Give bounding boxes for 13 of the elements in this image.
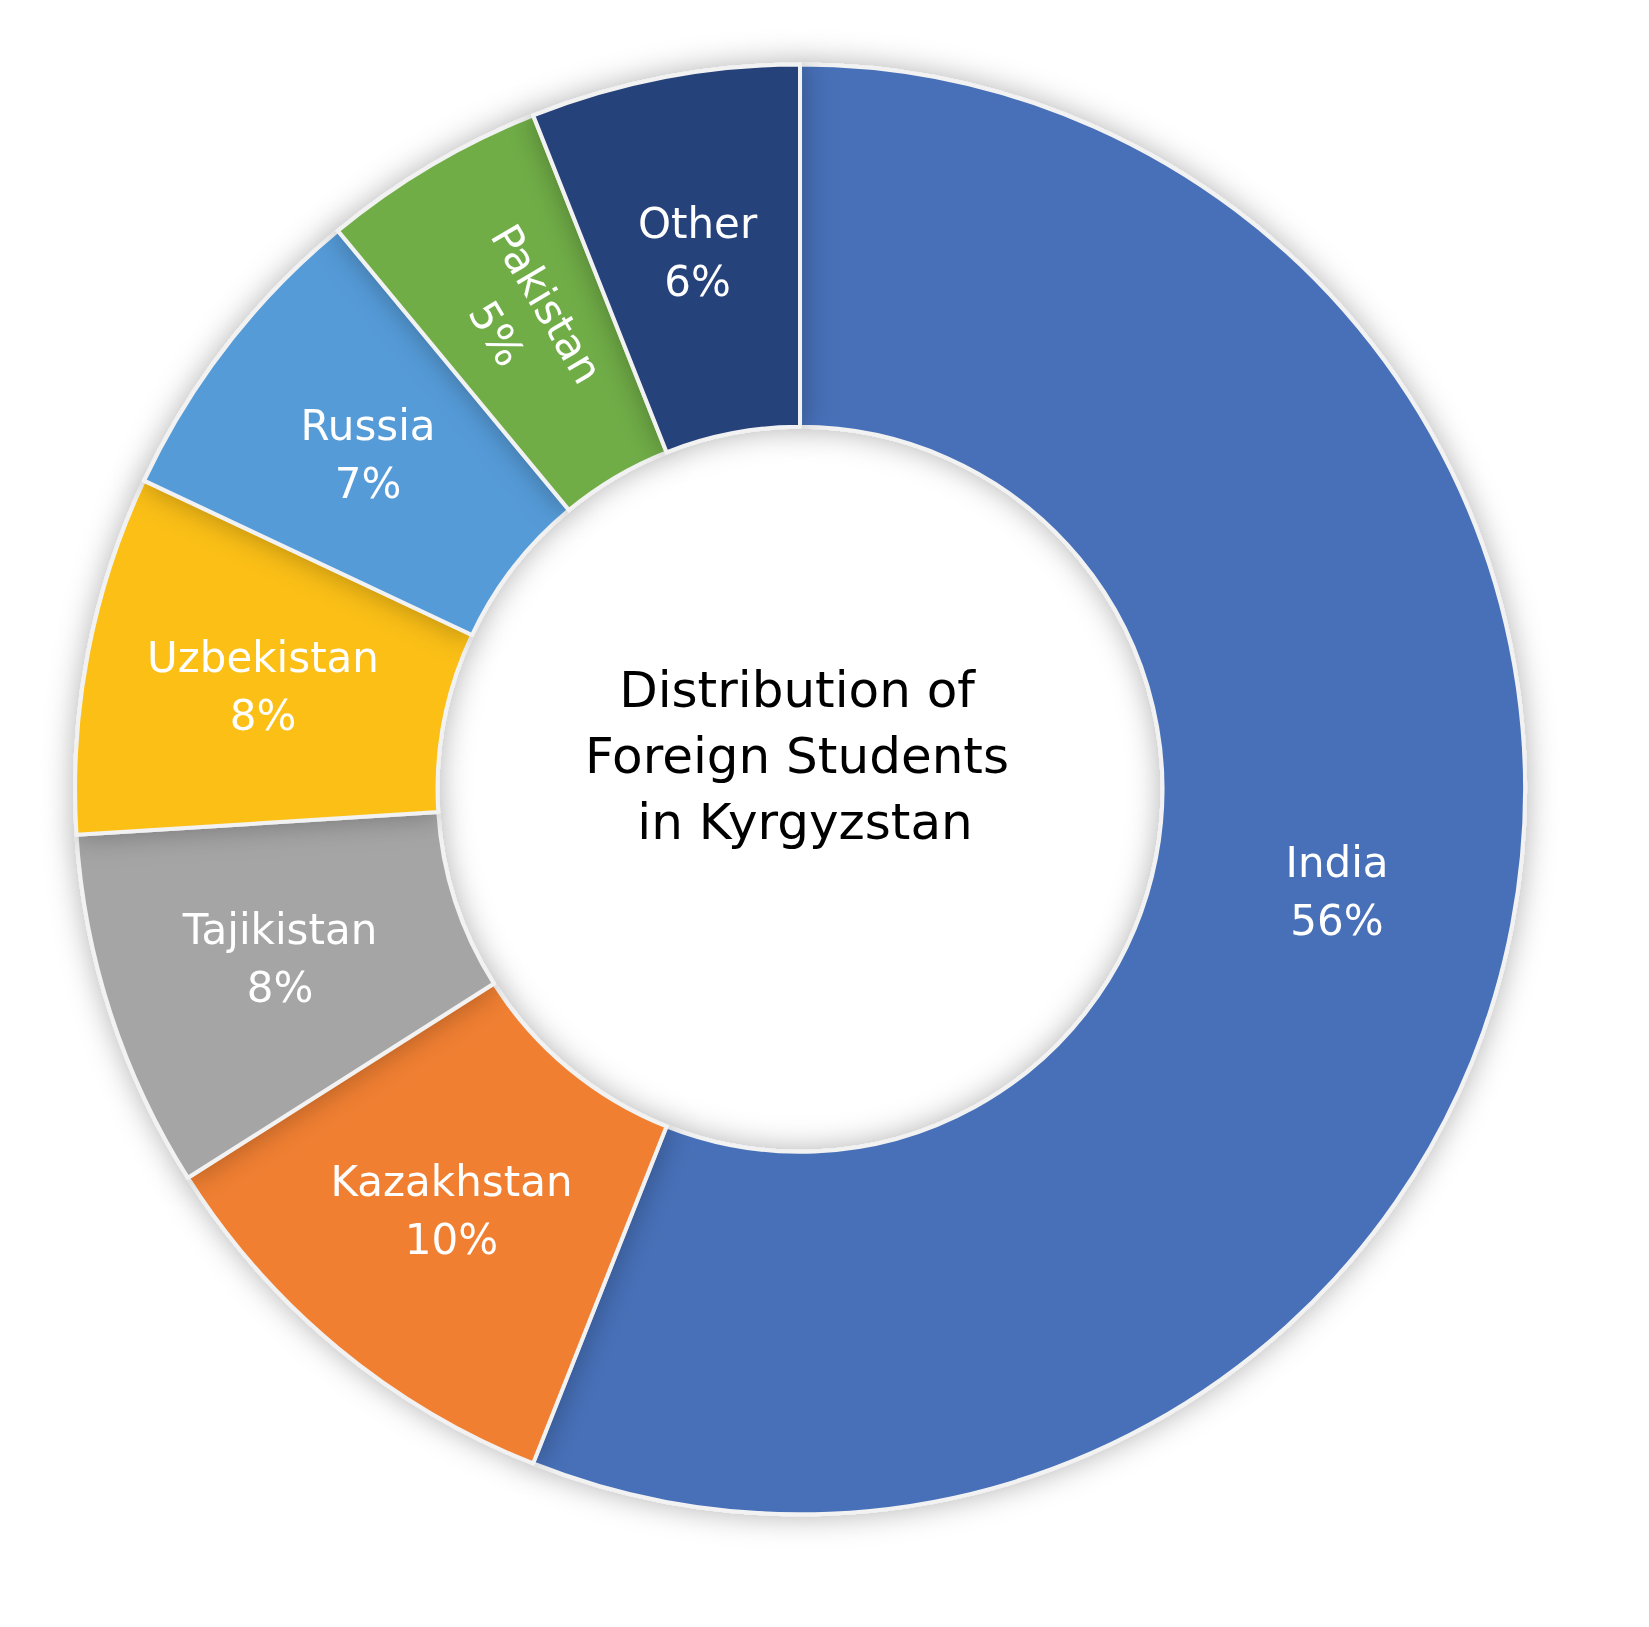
data-label: 8%: [229, 691, 297, 741]
data-label: 56%: [1290, 896, 1384, 946]
slice-label: Russia: [300, 400, 436, 450]
slice-label: Other: [637, 198, 758, 248]
slice-label: India: [1285, 838, 1389, 888]
slice-label: Tajikistan: [181, 904, 378, 954]
slice-label: Uzbekistan: [146, 633, 379, 683]
data-label: 8%: [246, 962, 314, 1012]
data-label: 7%: [334, 458, 402, 508]
text: Distribution of Foreign Students in Kyrgyzstan: [585, 661, 1025, 852]
data-label: 6%: [664, 256, 731, 306]
data-label: 10%: [404, 1215, 499, 1265]
slice-label: Kazakhstan: [330, 1157, 573, 1207]
